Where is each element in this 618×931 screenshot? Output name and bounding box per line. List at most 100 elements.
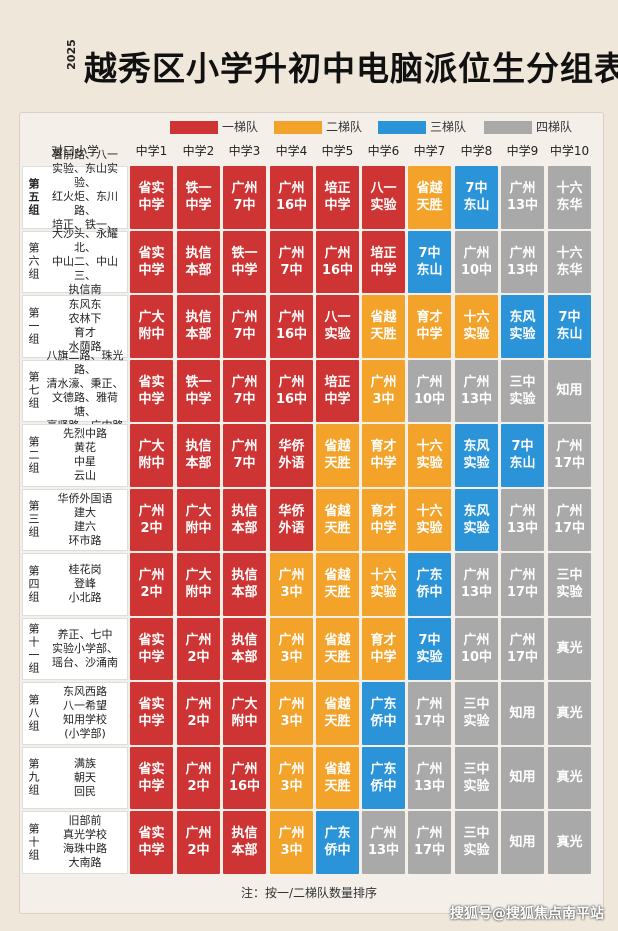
middle-school-cell: 广州 10中: [455, 617, 498, 680]
middle-school-cell: 华侨 外语: [270, 488, 313, 551]
primary-schools: 先烈中路 黄花 中星 云山: [45, 425, 125, 486]
middle-school-cell: 广州 2中: [130, 488, 173, 551]
school-line: 先烈中路: [63, 427, 107, 441]
school-line: 农林下: [68, 312, 102, 326]
primary-schools: 旧部前 真光学校 海珠中路 大南路: [45, 812, 125, 873]
middle-school-cell: 省实 中学: [130, 811, 173, 874]
middle-school-cell: 八一 实验: [362, 166, 405, 229]
middle-school-cell: 7中 东山: [548, 295, 591, 358]
middle-school-cell: 铁一 中学: [177, 166, 220, 229]
middle-school-cell: 广州 13中: [455, 359, 498, 422]
middle-school-cell: 广东 侨中: [362, 746, 405, 809]
row-label: 第八组 东风西路 八一希望 知用学校 (小学部): [22, 682, 128, 745]
middle-school-cell: 省越 天胜: [362, 295, 405, 358]
middle-school-cell: 广州 2中: [130, 553, 173, 616]
group-name: 第八组: [27, 693, 40, 733]
legend-swatch: [274, 121, 322, 134]
school-line: 瑶台、沙涌南: [52, 655, 118, 669]
middle-school-cell: 广州 2中: [177, 617, 220, 680]
header-middle-school-2: 中学2: [182, 144, 215, 158]
watermark: 搜狐号@搜狐焦点南平站: [450, 906, 604, 922]
middle-school-cell: 广州 7中: [270, 230, 313, 293]
school-line: 东风西路: [63, 685, 107, 699]
middle-school-cell: 真光: [548, 811, 591, 874]
middle-school-cell: 广州 2中: [177, 746, 220, 809]
primary-schools: 东风西路 八一希望 知用学校 (小学部): [45, 683, 125, 744]
middle-school-cell: 广州 3中: [270, 553, 313, 616]
middle-school-cell: 铁一 中学: [177, 359, 220, 422]
school-line: 八旗二路、珠光路、: [46, 348, 124, 376]
middle-school-cell: 广州 16中: [223, 746, 266, 809]
school-line: 养正、七中: [57, 627, 113, 641]
middle-school-cell: 广大 附中: [177, 488, 220, 551]
middle-school-cell: 知用: [501, 746, 544, 809]
header-middle-school-9: 中学9: [506, 144, 539, 158]
school-line: 小北路: [68, 591, 102, 605]
primary-schools: 华侨外国语 建大 建六 环市路: [45, 490, 125, 551]
middle-school-cell: 省实 中学: [130, 617, 173, 680]
group-name: 第四组: [27, 564, 40, 604]
school-line: 华侨外国语: [57, 491, 113, 505]
middle-school-cell: 华侨 外语: [270, 424, 313, 487]
school-line: 大沙头、永耀北、: [52, 226, 118, 254]
middle-school-cell: 广州 7中: [223, 424, 266, 487]
school-line: 满族: [74, 756, 96, 770]
header-primary-school: 对口小学: [50, 144, 99, 158]
middle-school-cell: 培正 中学: [316, 166, 359, 229]
primary-schools: 桂花岗 登峰 小北路: [45, 554, 125, 615]
middle-school-cell: 执信 本部: [223, 488, 266, 551]
middle-school-cell: 广东 侨中: [362, 682, 405, 745]
legend-label: 二梯队: [326, 120, 363, 134]
middle-school-cell: 省实 中学: [130, 230, 173, 293]
middle-school-cell: 广州 17中: [501, 617, 544, 680]
middle-school-cell: 省越 天胜: [316, 746, 359, 809]
school-line: 知用学校: [63, 713, 107, 727]
middle-school-cell: 广大 附中: [177, 553, 220, 616]
school-line: 登峰: [74, 577, 96, 591]
primary-schools: 大沙头、永耀北、 中山二、中山三、 执信南: [45, 227, 125, 296]
school-line: 育才: [74, 326, 96, 340]
school-line: 回民: [74, 784, 96, 798]
middle-school-cell: 7中 实验: [408, 617, 451, 680]
school-line: 中山二、中山三、: [52, 254, 118, 282]
header-middle-school-8: 中学8: [460, 144, 493, 158]
middle-school-cell: 广州 3中: [362, 359, 405, 422]
middle-school-cell: 东风 实验: [455, 424, 498, 487]
middle-school-cell: 广州 17中: [548, 488, 591, 551]
legend-swatch: [484, 121, 532, 134]
primary-schools: 八旗二路、珠光路、清水濠、秉正、文德路、雅荷塘、豪贤路、广中路: [45, 349, 125, 432]
header-middle-school-7: 中学7: [413, 144, 446, 158]
header-middle-school-3: 中学3: [228, 144, 261, 158]
middle-school-cell: 广州 7中: [223, 359, 266, 422]
middle-school-cell: 东风 实验: [455, 488, 498, 551]
middle-school-cell: 广州 17中: [501, 553, 544, 616]
middle-school-cell: 知用: [501, 811, 544, 874]
middle-school-cell: 广州 17中: [548, 424, 591, 487]
middle-school-cell: 广州 2中: [177, 811, 220, 874]
middle-school-cell: 省越 天胜: [316, 424, 359, 487]
group-name: 第三组: [27, 500, 40, 540]
middle-school-cell: 省实 中学: [130, 746, 173, 809]
middle-school-cell: 广州 13中: [501, 488, 544, 551]
middle-school-cell: 真光: [548, 617, 591, 680]
legend-label: 四梯队: [536, 120, 573, 134]
middle-school-cell: 知用: [501, 682, 544, 745]
middle-school-cell: 十六 东华: [548, 230, 591, 293]
middle-school-cell: 十六 实验: [408, 488, 451, 551]
school-line: 建大: [74, 505, 96, 519]
middle-school-cell: 7中 东山: [408, 230, 451, 293]
group-name: 第五组: [27, 177, 40, 217]
school-line: 文德路、雅荷塘、: [52, 390, 118, 418]
middle-school-cell: 东风 实验: [501, 295, 544, 358]
group-name: 第七组: [27, 371, 40, 411]
row-label: 第九组 满族 朝天 回民: [22, 746, 128, 809]
school-line: 云山: [74, 469, 96, 483]
header-middle-school-10: 中学10: [549, 144, 590, 158]
middle-school-cell: 育才 中学: [362, 488, 405, 551]
middle-school-cell: 广州 13中: [408, 746, 451, 809]
middle-school-cell: 执信 本部: [177, 230, 220, 293]
middle-school-cell: 执信 本部: [223, 617, 266, 680]
school-line: 署前路、八一: [52, 148, 118, 162]
middle-school-cell: 执信 本部: [177, 424, 220, 487]
